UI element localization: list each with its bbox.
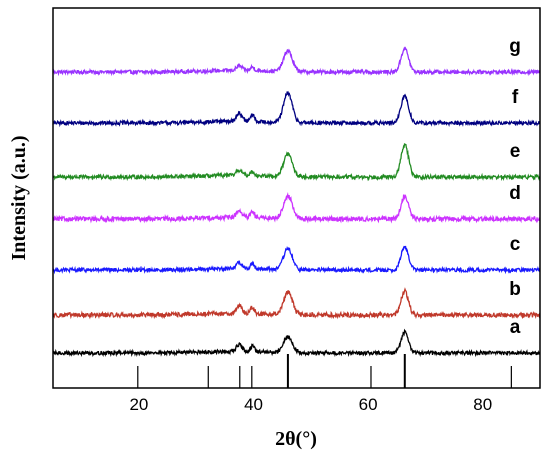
- trace-d: [52, 192, 541, 224]
- series-label-d: d: [509, 183, 521, 204]
- plot-frame: [52, 7, 541, 389]
- series-traces: [52, 46, 541, 358]
- trace-b: [52, 287, 541, 320]
- series-label-g: g: [509, 36, 521, 57]
- x-axis-ticks: 20 40 60 80: [129, 395, 492, 414]
- trace-c: [52, 245, 541, 275]
- y-axis-title: Intensity (a.u.): [8, 135, 30, 260]
- trace-f: [52, 90, 541, 128]
- series-label-b: b: [509, 279, 521, 300]
- x-axis-title: 2θ(°): [275, 428, 317, 450]
- trace-e: [52, 143, 541, 182]
- x-tick-label-60: 60: [359, 395, 378, 414]
- x-tick-label-80: 80: [473, 395, 492, 414]
- series-labels: g f ed c ba: [509, 36, 521, 338]
- trace-a: [52, 328, 541, 358]
- series-label-f: f: [512, 87, 519, 108]
- reference-lines: [137, 354, 512, 388]
- x-tick-label-40: 40: [244, 395, 263, 414]
- trace-g: [52, 46, 540, 77]
- series-label-c: c: [510, 234, 521, 255]
- series-label-e: e: [510, 141, 521, 162]
- x-tick-label-20: 20: [129, 395, 148, 414]
- series-label-a: a: [510, 317, 521, 338]
